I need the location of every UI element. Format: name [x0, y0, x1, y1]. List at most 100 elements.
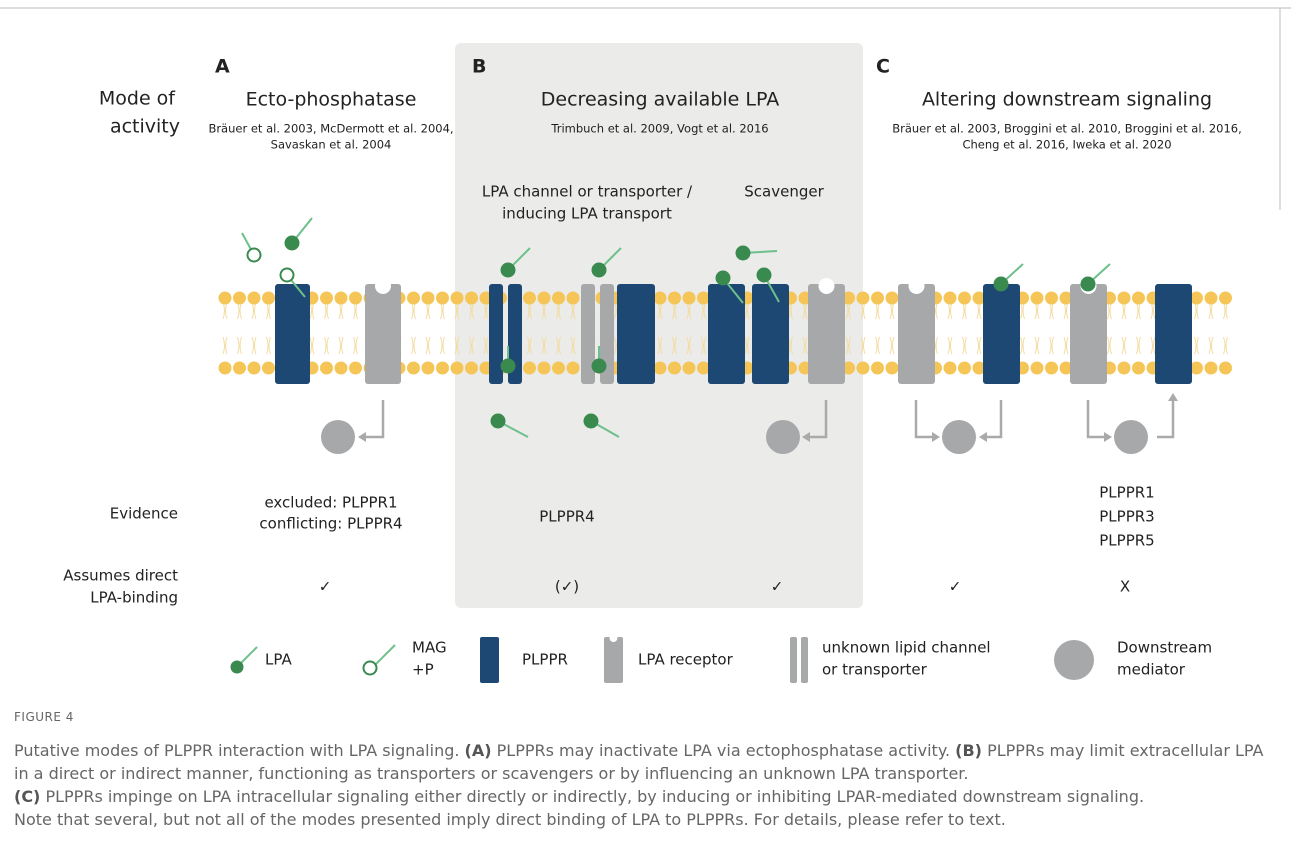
- evidence: excluded: PLPPR1: [264, 494, 397, 512]
- lipid-head: [668, 292, 681, 305]
- lipid-tail: [252, 337, 256, 354]
- arrow-head: [358, 432, 366, 442]
- lipid-tail: [963, 302, 967, 319]
- mag-tail: [375, 645, 395, 665]
- lipid-tail: [1151, 302, 1155, 319]
- lipid-head: [248, 292, 261, 305]
- lipid-head: [436, 292, 449, 305]
- lipid-tail: [223, 337, 227, 354]
- lipid-tail: [354, 302, 358, 319]
- lipid-tail: [354, 337, 358, 354]
- lpa-receptor: [898, 284, 935, 384]
- lipid-tail: [267, 337, 271, 354]
- lipid-head: [1118, 292, 1131, 305]
- caption-text: Note that several, but not all of the mo…: [14, 810, 1006, 829]
- lipid-tail: [1224, 337, 1228, 354]
- lipid-head: [335, 362, 348, 375]
- legend-label: Downstream: [1117, 639, 1212, 657]
- lipid-head: [567, 362, 580, 375]
- lipid-head: [233, 292, 246, 305]
- lipid-head: [871, 292, 884, 305]
- lpa-receptor: [365, 284, 401, 384]
- arrow-head: [932, 432, 940, 442]
- lipid-tail: [426, 337, 430, 354]
- lipid-head: [523, 292, 536, 305]
- lipid-tail: [339, 302, 343, 319]
- lipid-head: [552, 362, 565, 375]
- lipid-head: [1132, 362, 1145, 375]
- caption-label: FIGURE 4: [14, 706, 1264, 729]
- arrow: [1157, 400, 1173, 437]
- arrow: [916, 400, 934, 437]
- lipid-tail: [977, 302, 981, 319]
- lipid-head: [886, 292, 899, 305]
- caption-text: (A): [465, 741, 492, 760]
- lipid-head: [552, 292, 565, 305]
- arrow: [985, 400, 1001, 437]
- mag: [248, 249, 261, 262]
- caption-text: Putative modes of PLPPR interaction with…: [14, 741, 465, 760]
- panel-letter: A: [215, 56, 230, 78]
- lipid-head: [1118, 362, 1131, 375]
- lpa: [502, 264, 515, 277]
- lipid-head: [407, 292, 420, 305]
- lipid-head: [422, 362, 435, 375]
- lipid-head: [1205, 292, 1218, 305]
- lipid-tail: [1137, 302, 1141, 319]
- mag: [281, 269, 294, 282]
- lipid-head: [567, 292, 580, 305]
- lipid-tail: [412, 302, 416, 319]
- lipid-tail: [1195, 337, 1199, 354]
- downstream-mediator: [942, 420, 976, 454]
- lipid-head: [335, 292, 348, 305]
- lipid-head: [320, 292, 333, 305]
- figure: AEcto-phosphataseBräuer et al. 2003, McD…: [0, 0, 1291, 700]
- lipid-tail: [1021, 302, 1025, 319]
- lipid-tail: [325, 337, 329, 354]
- caption-text: PLPPRs impinge on LPA intracellular sign…: [40, 787, 1144, 806]
- reference: Bräuer et al. 2003, McDermott et al. 200…: [208, 122, 453, 136]
- legend-label: MAG: [412, 639, 447, 657]
- legend-label: or transporter: [822, 661, 928, 679]
- lpa: [492, 415, 505, 428]
- lipid-tail: [890, 337, 894, 354]
- lipid-head: [654, 292, 667, 305]
- lpa: [737, 247, 750, 260]
- downstream-mediator: [321, 420, 355, 454]
- lipid-tail: [876, 302, 880, 319]
- receptor-notch: [610, 634, 618, 642]
- caption-line: (C) PLPPRs impinge on LPA intracellular …: [14, 785, 1264, 808]
- lipid-head: [1045, 362, 1058, 375]
- lipid-tail: [1122, 337, 1126, 354]
- lipid-tail: [325, 302, 329, 319]
- lipid-head: [683, 292, 696, 305]
- lipid-head: [654, 362, 667, 375]
- plppr: [480, 637, 499, 683]
- evidence: PLPPR5: [1099, 532, 1154, 550]
- lipid-head: [1031, 362, 1044, 375]
- lipid-tail: [890, 302, 894, 319]
- legend-label: PLPPR: [522, 651, 568, 669]
- lipid-tail: [1035, 302, 1039, 319]
- caption: FIGURE 4 Putative modes of PLPPR interact…: [14, 706, 1264, 831]
- lpa: [231, 661, 244, 674]
- check: ✓: [319, 578, 332, 596]
- caption-line: Putative modes of PLPPR interaction with…: [14, 739, 1264, 785]
- lipid-head: [320, 362, 333, 375]
- lipid-tail: [441, 337, 445, 354]
- lipid-head: [219, 292, 232, 305]
- lipid-tail: [1122, 302, 1126, 319]
- lipid-tail: [963, 337, 967, 354]
- lipid-head: [958, 362, 971, 375]
- caption-line: Note that several, but not all of the mo…: [14, 808, 1264, 831]
- lipid-tail: [1209, 302, 1213, 319]
- reference: Cheng et al. 2016, Iweka et al. 2020: [962, 138, 1171, 152]
- lipid-head: [1045, 292, 1058, 305]
- lipid-head: [683, 362, 696, 375]
- panel-letter: B: [472, 56, 486, 78]
- panel-letter: C: [876, 56, 890, 78]
- downstream-mediator: [766, 420, 800, 454]
- arrow-head: [1104, 432, 1112, 442]
- check: X: [1120, 578, 1130, 596]
- row-label: Mode of: [99, 88, 176, 110]
